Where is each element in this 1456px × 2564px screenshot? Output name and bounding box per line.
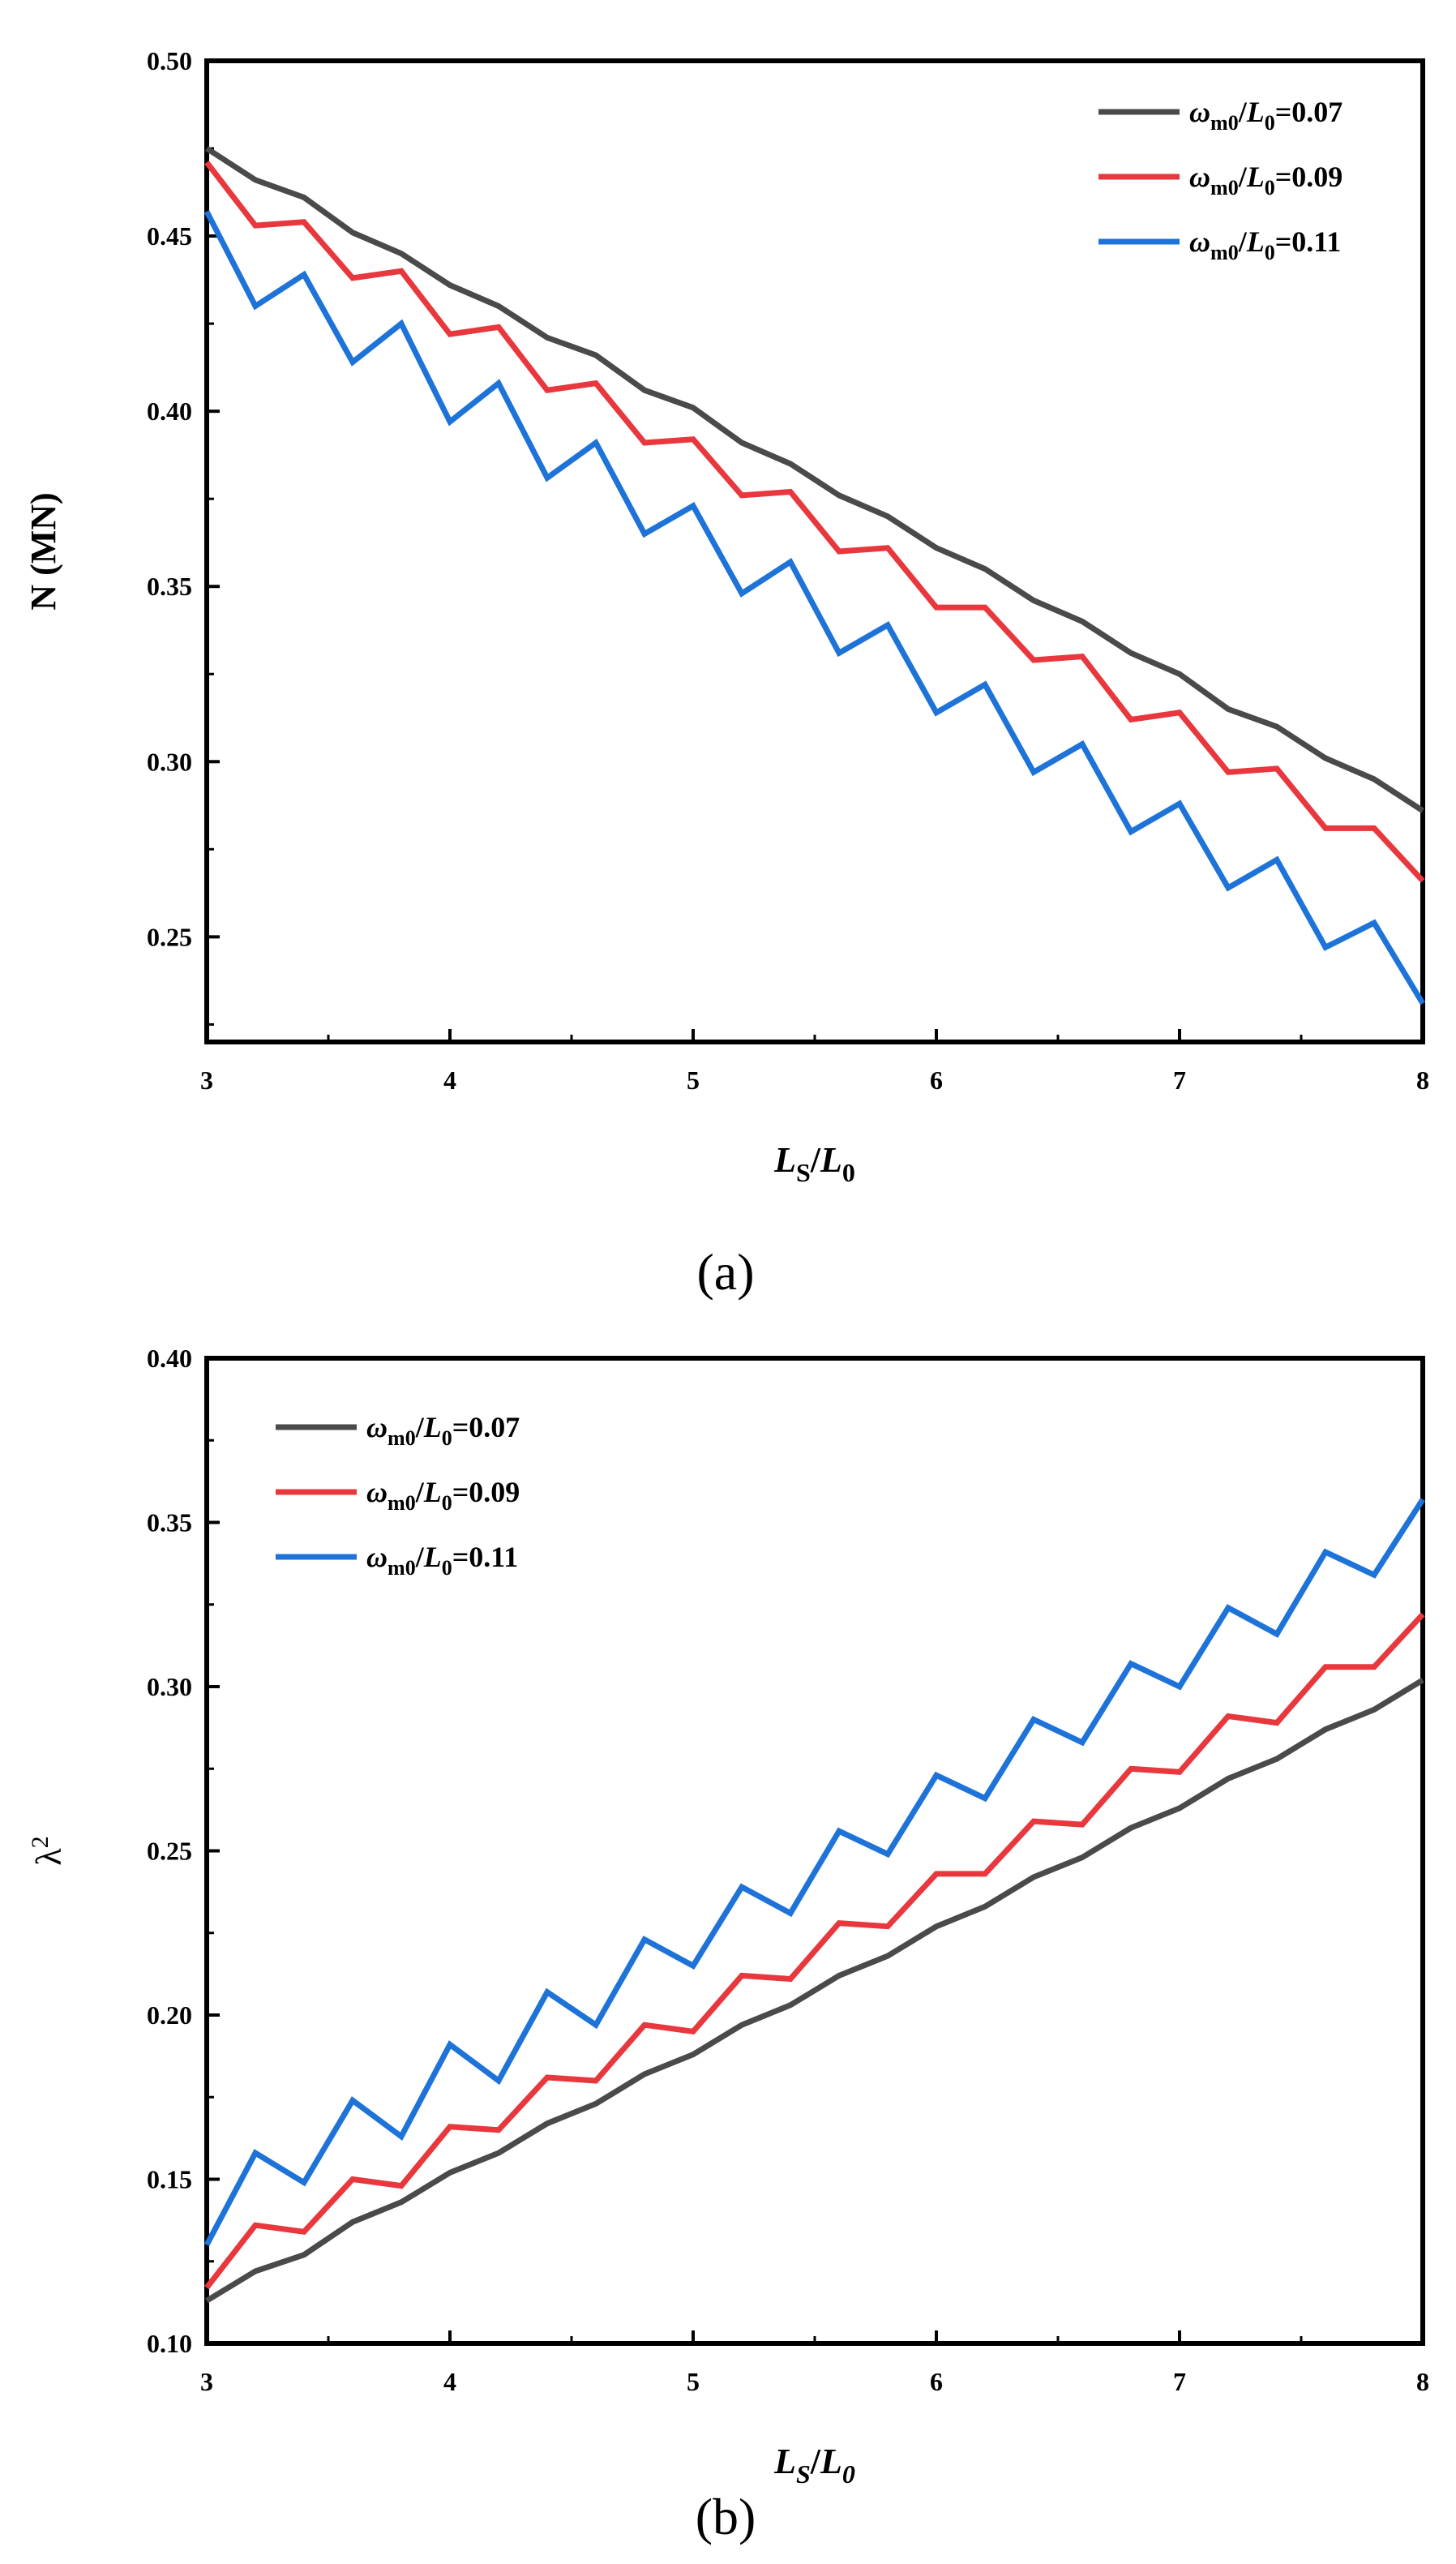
x-tick-label: 6 (930, 2367, 943, 2396)
series-line-0 (205, 1677, 1424, 2304)
x-tick-label: 4 (443, 1065, 456, 1095)
x-tick-label: 8 (1416, 1065, 1429, 1095)
y-tick-label: 0.35 (147, 1508, 192, 1537)
y-axis-label: N (MN) (24, 492, 63, 610)
y-tick-label: 0.40 (147, 1344, 192, 1373)
series-line-2 (203, 210, 1425, 1005)
x-tick-label: 3 (200, 1065, 213, 1095)
x-tick-label: 4 (443, 2367, 456, 2396)
panel-label: (a) (696, 1243, 754, 1301)
y-tick-label: 0.25 (147, 1837, 192, 1866)
x-tick-label: 5 (687, 1065, 700, 1095)
series-line-1 (204, 1612, 1425, 2290)
y-tick-label: 0.20 (147, 2000, 192, 2030)
plot-frame (204, 58, 1425, 1044)
y-tick-label: 0.25 (147, 922, 192, 951)
panel-label: (b) (696, 2488, 756, 2545)
x-tick-label: 8 (1416, 2367, 1429, 2396)
x-tick-label: 6 (930, 1065, 943, 1095)
y-axis-label: λ2 (27, 1836, 69, 1865)
legend-label-2: ωm0/L0=0.11 (1189, 225, 1341, 264)
x-tick-label: 5 (687, 2367, 700, 2396)
x-axis-label: LS/L0 (773, 1140, 855, 1187)
x-axis-label: LS/L0 (773, 2442, 855, 2489)
legend-label-1: ωm0/L0=0.09 (366, 1476, 520, 1515)
y-tick-label: 0.30 (147, 1672, 192, 1701)
y-tick-label: 0.50 (147, 46, 192, 75)
y-tick-label: 0.10 (147, 2329, 192, 2358)
legend-label-2: ωm0/L0=0.11 (366, 1541, 518, 1580)
x-tick-label: 7 (1173, 2367, 1186, 2396)
y-tick-label: 0.35 (147, 572, 192, 601)
y-tick-label: 0.15 (147, 2165, 192, 2194)
y-tick-label: 0.40 (147, 397, 192, 426)
legend: ωm0/L0=0.07 ωm0/L0=0.09 ωm0/L0=0.11 (276, 1411, 520, 1580)
x-tick-label: 3 (200, 2367, 213, 2396)
series-line-1 (204, 161, 1425, 883)
y-tick-label: 0.45 (147, 221, 192, 251)
series-line-0 (205, 146, 1424, 813)
chart-panel-b: 3 4 5 6 7 8 0.10 0.15 0.20 0.25 0.30 0.35 0.40 ωm0/L0… (27, 1344, 1429, 2545)
x-tick-label: 7 (1173, 1065, 1186, 1095)
legend-label-0: ωm0/L0=0.07 (366, 1411, 520, 1450)
series-line-2 (203, 1498, 1425, 2247)
chart-panel-a: 3 4 5 6 7 8 0.25 0.30 0.35 0.40 0.45 0.50 ωm0/L0=0.0… (24, 46, 1429, 1301)
legend-label-1: ωm0/L0=0.09 (1189, 161, 1343, 199)
y-tick-label: 0.30 (147, 747, 192, 776)
legend: ωm0/L0=0.07 ωm0/L0=0.09 ωm0/L0=0.11 (1098, 96, 1343, 264)
legend-label-0: ωm0/L0=0.07 (1189, 96, 1343, 135)
